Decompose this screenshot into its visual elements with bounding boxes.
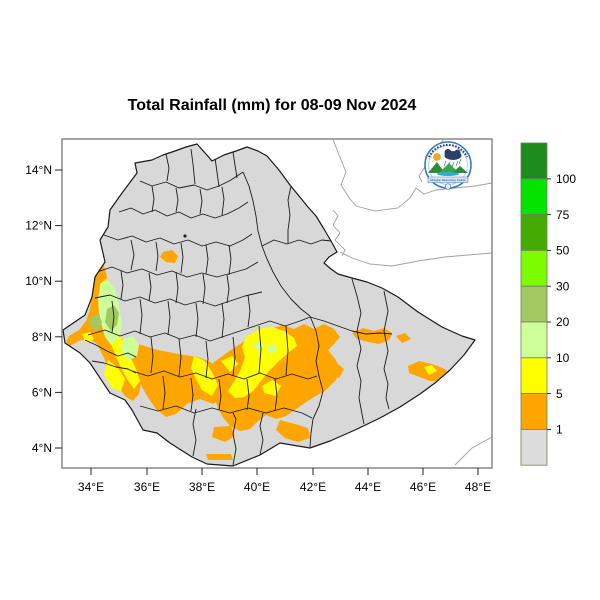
- y-tick-label: 8°N: [32, 330, 52, 344]
- colorbar-label: 100: [556, 172, 576, 186]
- colorbar: 100 75 50 30 20 10 5 1: [520, 142, 576, 466]
- colorbar-segment: [520, 357, 548, 394]
- colorbar-segment: [520, 285, 548, 323]
- x-axis-labels: 34°E 36°E 38°E 40°E 42°E 44°E 46°E 48°E: [78, 480, 491, 494]
- x-tick-label: 34°E: [78, 480, 104, 494]
- x-tick-label: 48°E: [465, 480, 491, 494]
- logo-banner-text: Ethiopian Meteorology Institute: [430, 178, 466, 182]
- colorbar-label: 30: [556, 279, 570, 293]
- colorbar-label: 20: [556, 315, 570, 329]
- y-tick-label: 12°N: [25, 219, 52, 233]
- colorbar-segment: [520, 321, 548, 359]
- colorbar-label: 50: [556, 244, 570, 258]
- meteorology-institute-logo: Ethiopian Meteorology Institute: [424, 141, 472, 190]
- colorbar-label: 5: [556, 387, 563, 401]
- lake-tana-marker: [183, 234, 187, 238]
- sun-icon: [430, 149, 441, 163]
- colorbar-ticks: [547, 178, 551, 430]
- y-tick-label: 4°N: [32, 441, 52, 455]
- y-tick-label: 6°N: [32, 385, 52, 399]
- logo-banner: [427, 176, 469, 183]
- map-content: [62, 139, 492, 467]
- colorbar-label: 75: [556, 208, 570, 222]
- x-tick-label: 36°E: [134, 480, 160, 494]
- x-tick-label: 38°E: [189, 480, 215, 494]
- y-axis: [55, 169, 62, 449]
- x-tick-label: 46°E: [410, 480, 436, 494]
- rain-cloud-icon: [443, 149, 462, 168]
- rain-band-1-5mm: [66, 250, 451, 460]
- logo-emblem: [444, 183, 452, 190]
- rain-band-20-30mm: [89, 305, 119, 331]
- x-axis: [90, 468, 479, 475]
- colorbar-segment: [520, 249, 548, 287]
- x-tick-label: 42°E: [300, 480, 326, 494]
- colorbar-segment: [520, 428, 548, 466]
- colorbar-segment: [520, 393, 548, 430]
- x-tick-label: 44°E: [355, 480, 381, 494]
- zone-boundaries: [84, 148, 393, 466]
- mountains-icon: [428, 162, 468, 176]
- page-title: Total Rainfall (mm) for 08-09 Nov 2024: [128, 97, 417, 114]
- y-tick-label: 10°N: [25, 274, 52, 288]
- colorbar-segment: [520, 178, 548, 216]
- country-outline: [62, 143, 476, 467]
- colorbar-segment: [520, 214, 548, 251]
- y-tick-label: 14°N: [25, 163, 52, 177]
- plot-frame: [61, 138, 493, 469]
- y-axis-labels: 14°N 12°N 10°N 8°N 6°N 4°N: [25, 163, 52, 455]
- colorbar-label: 10: [556, 351, 570, 365]
- colorbar-label: 1: [556, 423, 563, 437]
- colorbar-segment: [520, 142, 548, 180]
- x-tick-label: 40°E: [244, 480, 270, 494]
- colorbar-labels: 100 75 50 30 20 10 5 1: [556, 172, 576, 437]
